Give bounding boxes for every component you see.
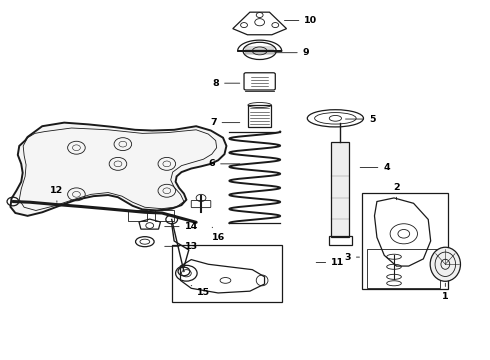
Text: 11: 11	[316, 258, 344, 267]
Bar	[367, 249, 441, 288]
Text: 5: 5	[345, 114, 375, 123]
Text: 2: 2	[393, 183, 400, 200]
Text: 4: 4	[360, 163, 390, 172]
Bar	[362, 193, 448, 289]
Text: 1: 1	[442, 283, 449, 301]
Ellipse shape	[430, 247, 461, 281]
Text: 3: 3	[344, 253, 360, 262]
Bar	[128, 210, 147, 221]
Bar	[155, 210, 174, 221]
Text: 13: 13	[165, 242, 198, 251]
Text: 9: 9	[275, 48, 309, 57]
Text: 15: 15	[191, 285, 210, 297]
Text: 12: 12	[50, 186, 64, 202]
Text: 16: 16	[212, 227, 225, 242]
Text: 14: 14	[165, 222, 198, 231]
Bar	[331, 142, 349, 237]
Text: 8: 8	[212, 79, 240, 88]
Bar	[248, 105, 271, 127]
Text: 6: 6	[208, 159, 240, 168]
Polygon shape	[10, 123, 226, 216]
Bar	[329, 235, 352, 244]
Bar	[172, 244, 282, 302]
Text: 7: 7	[210, 118, 240, 127]
Text: 10: 10	[284, 16, 318, 25]
